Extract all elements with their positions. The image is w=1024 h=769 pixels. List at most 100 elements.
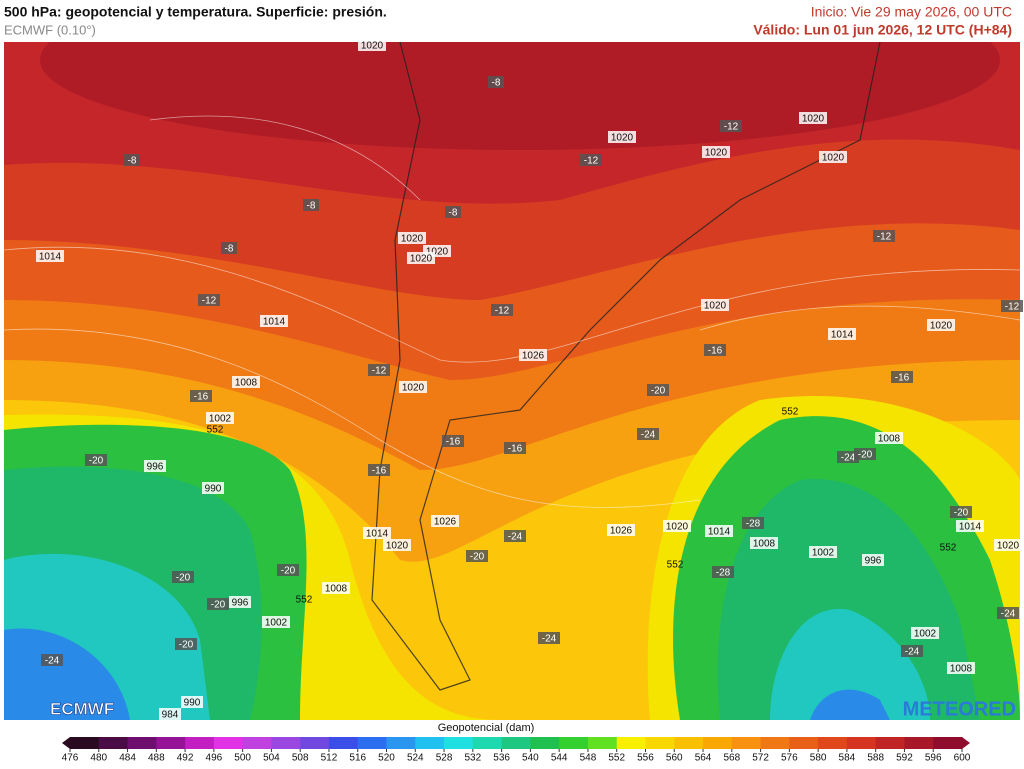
temperature-label: -8 xyxy=(307,201,316,212)
temperature-label: -8 xyxy=(225,244,234,255)
temperature-label: -12 xyxy=(877,232,892,243)
colorbar-tick-label: 500 xyxy=(234,753,251,764)
colorbar-bin xyxy=(846,737,877,749)
isobar-label-box xyxy=(398,232,426,244)
valid-time: Válido: Lun 01 jun 2026, 12 UTC (H+84) xyxy=(753,22,1012,38)
temperature-label-box xyxy=(207,598,229,610)
isobar-label-box xyxy=(202,482,224,494)
isobar-label-box xyxy=(702,146,730,158)
contour-label: 552 xyxy=(207,425,224,436)
isobar-label-box xyxy=(663,520,691,532)
temperature-label-box xyxy=(368,364,390,376)
colorbar-tick-label: 476 xyxy=(62,753,79,764)
colorbar-bin xyxy=(70,737,100,749)
colorbar-tick-label: 552 xyxy=(608,753,625,764)
colorbar-bin xyxy=(156,737,186,749)
colorbar-bin xyxy=(875,737,905,749)
colorbar-bin xyxy=(185,737,215,749)
isobar-label-box xyxy=(862,554,884,566)
temperature-label: -16 xyxy=(508,444,523,455)
isobar-label: 1020 xyxy=(822,153,845,164)
isobar-label: 1002 xyxy=(914,629,937,640)
temperature-label: -8 xyxy=(492,78,501,89)
colorbar-arrow-high xyxy=(962,737,970,749)
temperature-label: -28 xyxy=(716,568,731,579)
isobar-label-box xyxy=(947,662,975,674)
isobar-label-box xyxy=(399,381,427,393)
temperature-label: -16 xyxy=(446,437,461,448)
isobar-label: 990 xyxy=(205,484,222,495)
ecmwf-logo: ECMWF xyxy=(50,699,114,718)
temperature-label-box xyxy=(647,384,669,396)
temperature-label: -20 xyxy=(176,573,191,584)
temperature-label-box xyxy=(198,294,220,306)
isobar-label-box xyxy=(144,460,166,472)
contour-label: 552 xyxy=(782,407,799,418)
colorbar-bin xyxy=(904,737,934,749)
temperature-label: -12 xyxy=(1005,302,1020,313)
colorbar-bin xyxy=(703,737,733,749)
isobar-label: 1020 xyxy=(705,148,728,159)
temperature-label: -24 xyxy=(1001,609,1016,620)
temperature-label: -8 xyxy=(128,156,137,167)
isobar-label: 1002 xyxy=(812,548,835,559)
colorbar-tick-label: 532 xyxy=(464,753,481,764)
isobar-label: 1020 xyxy=(666,522,689,533)
temperature-label-box xyxy=(466,550,488,562)
isobar-label-box xyxy=(358,39,386,51)
colorbar-tick-label: 584 xyxy=(839,753,856,764)
isobar-label-box xyxy=(819,151,847,163)
map-field xyxy=(4,42,1020,720)
temperature-label: -16 xyxy=(708,346,723,357)
colorbar-tick-label: 536 xyxy=(493,753,510,764)
colorbar-tick-label: 560 xyxy=(666,753,683,764)
colorbar-tick-label: 504 xyxy=(263,753,280,764)
isobar-label: 1008 xyxy=(325,584,348,595)
colorbar-bin xyxy=(98,737,129,749)
isobar-label-box xyxy=(519,349,547,361)
temperature-label: -24 xyxy=(45,656,60,667)
temperature-label: -16 xyxy=(194,392,209,403)
isobar-label-box xyxy=(799,112,827,124)
colorbar-bin xyxy=(674,737,704,749)
temperature-label-box xyxy=(175,638,197,650)
meteored-logo: METEORED xyxy=(903,698,1016,720)
colorbar-bin xyxy=(587,737,618,749)
temperature-label: -24 xyxy=(641,430,656,441)
temperature-label: -20 xyxy=(89,456,104,467)
colorbar-tick-label: 528 xyxy=(436,753,453,764)
isobar-label: 996 xyxy=(147,462,164,473)
temperature-label-box xyxy=(891,371,913,383)
colorbar-tick-label: 576 xyxy=(781,753,798,764)
colorbar-bin xyxy=(300,737,330,749)
temperature-label-box xyxy=(854,448,876,460)
isobar-label: 1014 xyxy=(39,252,62,263)
colorbar-tick-label: 544 xyxy=(551,753,568,764)
isobar-label: 1020 xyxy=(704,301,727,312)
isobar-label-box xyxy=(181,696,203,708)
colorbar-bin xyxy=(818,737,848,749)
init-time: Inicio: Vie 29 may 2026, 00 UTC xyxy=(811,4,1012,20)
map-labels: 1020102010201020102010141020102010201014… xyxy=(36,39,1023,721)
contour-label: 552 xyxy=(296,595,313,606)
temperature-label-box xyxy=(901,645,923,657)
temperature-label-box xyxy=(704,344,726,356)
isobar-label: 990 xyxy=(184,698,201,709)
temperature-label: -20 xyxy=(281,566,296,577)
temperature-label: -20 xyxy=(651,386,666,397)
temperature-label: -12 xyxy=(495,306,510,317)
colorbar-tick-label: 480 xyxy=(90,753,107,764)
temperature-label-box xyxy=(85,454,107,466)
temperature-label-box xyxy=(950,506,972,518)
isobar-label: 1020 xyxy=(402,383,425,394)
temperature-label: -12 xyxy=(372,366,387,377)
isobar-label-box xyxy=(927,319,955,331)
isobar-label-box xyxy=(911,627,939,639)
isobar-label: 1020 xyxy=(802,114,825,125)
temperature-label: -24 xyxy=(841,453,856,464)
colorbar-bin xyxy=(386,737,416,749)
temperature-label-box xyxy=(873,230,895,242)
temperature-label-box xyxy=(997,607,1019,619)
temperature-label-box xyxy=(190,390,212,402)
